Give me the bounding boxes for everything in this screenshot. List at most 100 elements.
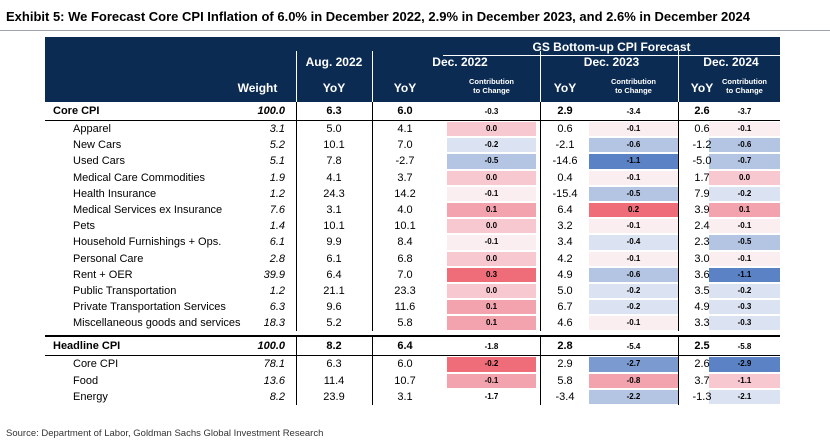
column-divider xyxy=(540,337,541,357)
column-divider xyxy=(296,299,297,316)
column-divider xyxy=(678,337,679,357)
heat-cell xyxy=(589,300,678,315)
dec22-yoy-cell: 6.0 xyxy=(397,105,413,117)
column-divider xyxy=(296,282,297,300)
dec23-yoy-cell: 0.4 xyxy=(557,171,573,184)
dec22-yoy-cell: 8.4 xyxy=(397,236,413,249)
heat-cell xyxy=(589,316,678,331)
table-row: Core CPI 100.0 6.3 6.0 -0.3 2.9 -3.4 2.6 -3.7 xyxy=(45,102,780,121)
dec22-contrib-cell: -1.7 xyxy=(484,391,499,401)
dec24-yoy-cell: 7.9 xyxy=(694,187,710,200)
heat-cell xyxy=(709,251,780,266)
heat-cell xyxy=(709,373,780,388)
row-label: Health Insurance xyxy=(73,187,157,200)
column-divider xyxy=(540,234,541,251)
heat-cell xyxy=(709,235,780,250)
heat-cell xyxy=(589,283,678,299)
heat-cell xyxy=(447,251,536,266)
dec24-yoy-cell: -1.3 xyxy=(692,390,712,403)
column-divider xyxy=(540,185,541,202)
column-divider xyxy=(678,218,679,235)
dec24-contrib-cell: -2.1 xyxy=(737,391,752,401)
heat-cell xyxy=(709,267,780,282)
table-row: Apparel 3.1 5.0 4.1 0.0 0.6 -0.1 0.6 -0.1 xyxy=(45,121,780,138)
row-label: Miscellaneous goods and services xyxy=(73,317,241,330)
dec24-contrib-cell: -0.1 xyxy=(737,124,752,133)
header-group-underline xyxy=(443,55,780,56)
dec24-contrib-cell: -0.5 xyxy=(737,237,752,247)
column-divider xyxy=(540,121,541,138)
header-dec22-yoy: YoY xyxy=(393,81,417,95)
table-row: Pets 1.4 10.1 10.1 0.0 3.2 -0.1 2.4 -0.1 xyxy=(45,218,780,235)
dec24-yoy-cell: 3.3 xyxy=(694,317,710,330)
table-body: Core CPI 100.0 6.3 6.0 -0.3 2.9 -3.4 2.6 -3.7 App… xyxy=(45,102,780,405)
table-row: Private Transportation Services 6.3 9.6 11.… xyxy=(45,299,780,316)
aug-yoy-cell: 7.8 xyxy=(326,155,342,168)
heat-cell xyxy=(447,186,536,201)
header-dec23-contrib: Contribution to Change xyxy=(589,77,678,95)
dec22-yoy-cell: 6.8 xyxy=(397,252,413,265)
header-contrib-line2: to Change xyxy=(726,86,763,95)
column-divider xyxy=(372,372,373,389)
column-divider xyxy=(678,201,679,219)
aug-yoy-cell: 8.2 xyxy=(326,340,342,353)
heat-cell xyxy=(447,357,536,372)
row-label: Core CPI xyxy=(73,358,119,371)
dec24-yoy-cell: -1.2 xyxy=(692,139,712,152)
dec22-yoy-cell: 3.7 xyxy=(397,171,413,184)
dec24-yoy-cell: 4.9 xyxy=(694,301,710,314)
column-divider xyxy=(540,266,541,283)
column-divider xyxy=(296,356,297,373)
heat-cell xyxy=(589,186,678,201)
dec23-contrib-cell: -0.5 xyxy=(626,188,641,198)
column-divider xyxy=(296,372,297,389)
aug-yoy-cell: 4.1 xyxy=(326,171,342,184)
dec23-contrib-cell: -0.2 xyxy=(626,302,641,312)
row-label: Food xyxy=(73,374,99,387)
heat-cell xyxy=(589,219,678,234)
column-divider xyxy=(678,102,679,121)
dec22-yoy-cell: 10.7 xyxy=(394,374,416,387)
dec23-yoy-cell: 2.8 xyxy=(557,340,573,353)
table-row: Headline CPI 100.0 8.2 6.4 -1.8 2.8 -5.4 2.5 -5.… xyxy=(45,337,780,357)
column-divider xyxy=(372,121,373,138)
dec24-yoy-cell: 1.7 xyxy=(694,171,710,184)
aug-yoy-cell: 6.4 xyxy=(326,268,342,281)
dec23-yoy-cell: 5.8 xyxy=(557,374,573,387)
column-divider xyxy=(678,137,679,154)
column-divider xyxy=(540,315,541,332)
table-row: Food 13.6 11.4 10.7 -0.1 5.8 -0.8 3.7 -1.1 xyxy=(45,372,780,389)
aug-yoy-cell: 6.1 xyxy=(326,252,342,265)
dec24-yoy-cell: 3.6 xyxy=(694,268,710,281)
row-rule xyxy=(45,120,780,121)
aug-yoy-cell: 9.6 xyxy=(326,301,342,314)
weight-cell: 1.4 xyxy=(269,220,285,233)
column-divider xyxy=(372,266,373,283)
table-row: New Cars 5.2 10.1 7.0 -0.2 -2.1 -0.6 -1.2 -0.6 xyxy=(45,137,780,154)
dec22-yoy-cell: 7.0 xyxy=(397,268,413,281)
column-divider xyxy=(678,388,679,405)
weight-cell: 1.2 xyxy=(269,284,285,297)
header-dec24: Dec. 2024 xyxy=(703,55,759,69)
dec23-yoy-cell: 6.4 xyxy=(557,203,573,216)
heat-cell xyxy=(709,389,780,404)
heat-cell xyxy=(709,154,780,169)
dec23-yoy-cell: 4.2 xyxy=(557,252,573,265)
cpi-forecast-table: GS Bottom-up CPI Forecast Aug. 2022 Dec.… xyxy=(45,37,780,405)
heat-cell xyxy=(709,316,780,331)
header-divider xyxy=(678,51,679,102)
dec24-yoy-cell: 2.3 xyxy=(694,236,710,249)
dec22-yoy-cell: 7.0 xyxy=(397,139,413,152)
row-rule xyxy=(45,355,780,357)
row-label: Private Transportation Services xyxy=(73,301,226,314)
dec23-contrib-cell: -5.4 xyxy=(626,342,641,352)
row-label: Energy xyxy=(73,390,108,403)
column-divider xyxy=(678,185,679,202)
dec24-contrib-cell: -0.2 xyxy=(737,188,752,198)
column-divider xyxy=(372,282,373,300)
table-row: Energy 8.2 23.9 3.1 -1.7 -3.4 -2.2 -1.3 -2.1 xyxy=(45,388,780,405)
column-divider xyxy=(540,282,541,300)
dec24-contrib-cell: -0.3 xyxy=(737,318,752,328)
dec24-contrib-cell: -0.1 xyxy=(737,221,752,231)
dec24-yoy-cell: 2.6 xyxy=(694,105,710,117)
